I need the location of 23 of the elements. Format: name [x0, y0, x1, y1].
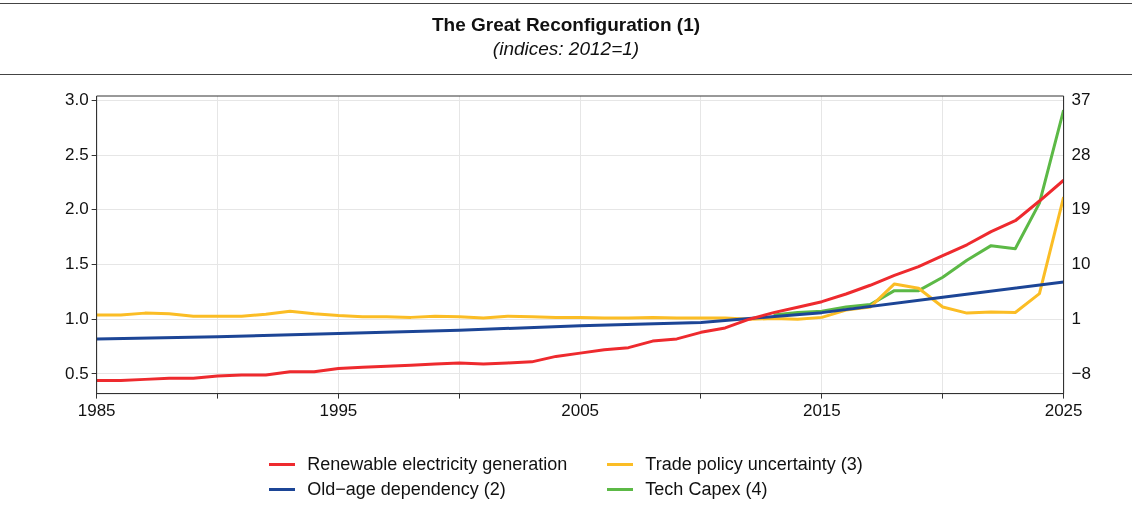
- y2-tick-label: 19: [1071, 199, 1091, 219]
- legend-label: Tech Capex (4): [645, 479, 768, 500]
- y2-tick-label: −8: [1071, 363, 1092, 383]
- x-tick-label: 1985: [77, 401, 116, 421]
- legend-label: Renewable electricity generation: [307, 454, 568, 475]
- chart-title: The Great Reconfiguration (1): [430, 14, 702, 36]
- y-tick-label: 2.5: [64, 144, 89, 164]
- chart-subtitle: (indices: 2012=1): [491, 38, 641, 60]
- x-tick-label: 2015: [802, 401, 841, 421]
- x-tick-label: 1995: [319, 401, 358, 421]
- y2-tick-label: 1: [1071, 308, 1082, 328]
- legend-label: Trade policy uncertainty (3): [645, 454, 863, 475]
- x-tick-label: 2025: [1044, 401, 1083, 421]
- y-tick-label: 1.5: [64, 254, 89, 274]
- x-tick-label: 2005: [561, 401, 600, 421]
- y2-tick-label: 10: [1071, 254, 1091, 274]
- y2-tick-label: 28: [1071, 144, 1091, 164]
- y-tick-label: 1.0: [64, 308, 89, 328]
- y2-tick-label: 37: [1071, 90, 1091, 110]
- legend-label: Old−age dependency (2): [307, 479, 506, 500]
- y-tick-label: 3.0: [64, 90, 89, 110]
- y-tick-label: 0.5: [64, 363, 89, 383]
- y-tick-label: 2.0: [64, 199, 89, 219]
